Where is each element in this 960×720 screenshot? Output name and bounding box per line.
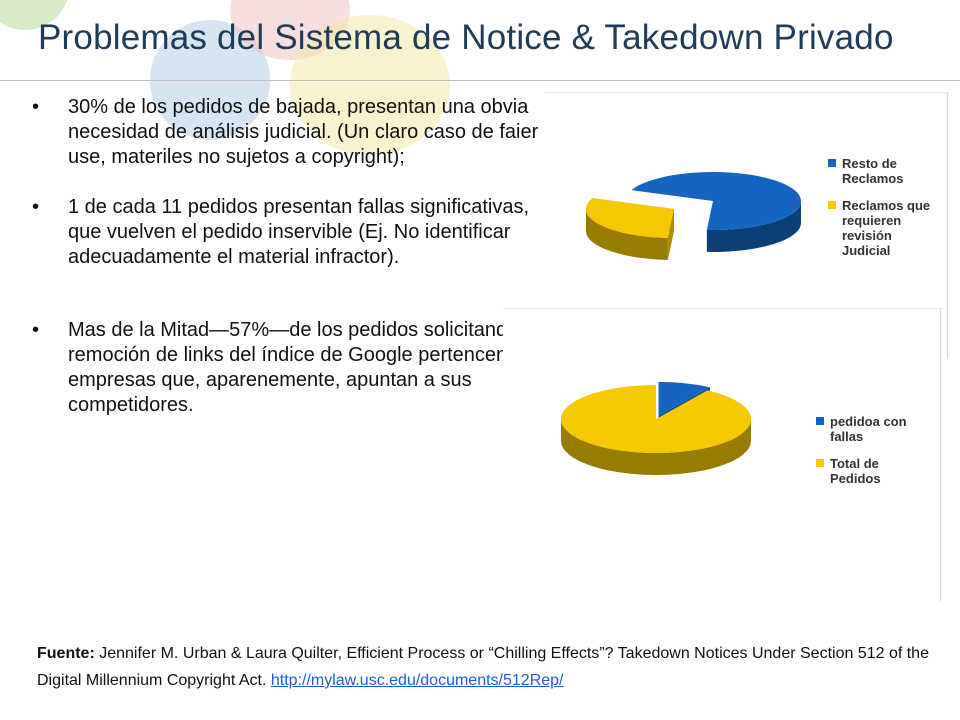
pie-slice — [658, 381, 710, 416]
bullet-item: Mas de la Mitad—57%—de los pedidos solic… — [30, 318, 550, 418]
pie-slice-side — [585, 209, 668, 260]
pie-slice-side — [706, 201, 801, 252]
pie-slice — [631, 172, 802, 231]
legend-label: Resto de — [842, 156, 897, 171]
bullet-list: 30% de los pedidos de bajada, presentan … — [30, 95, 550, 418]
source-citation: Fuente: Jennifer M. Urban & Laura Quilte… — [37, 640, 937, 694]
legend-label: Total de — [830, 456, 879, 471]
legend-label: fallas — [830, 429, 863, 444]
legend-label: revisión — [842, 228, 892, 243]
source-link[interactable]: http://mylaw.usc.edu/documents/512Rep/ — [270, 672, 564, 689]
legend-swatch — [828, 159, 836, 167]
legend-label: pedidoa con — [830, 414, 907, 429]
legend-label: Pedidos — [830, 471, 881, 486]
legend-label: Judicial — [842, 243, 890, 258]
pie-chart-faulty-requests: pedidoa con fallas Total de Pedidos — [503, 308, 941, 601]
source-label: Fuente: — [37, 645, 95, 662]
legend-swatch — [816, 417, 824, 425]
title-bar: Problemas del Sistema de Notice & Takedo… — [0, 0, 960, 81]
bullet-item: 1 de cada 11 pedidos presentan fallas si… — [30, 195, 550, 270]
bullet-item: 30% de los pedidos de bajada, presentan … — [30, 95, 550, 170]
source-text: Jennifer M. Urban & Laura Quilter, Effic… — [37, 645, 929, 689]
pie-slice — [560, 385, 751, 453]
pie-slice — [585, 198, 674, 238]
legend-swatch — [816, 459, 824, 467]
legend-label: Reclamos — [842, 171, 903, 186]
legend-label: requieren — [842, 213, 901, 228]
pie-slice-side — [561, 419, 751, 475]
legend-label: Reclamos que — [842, 198, 930, 213]
legend-swatch — [828, 201, 836, 209]
slide-title: Problemas del Sistema de Notice & Takedo… — [38, 18, 894, 57]
